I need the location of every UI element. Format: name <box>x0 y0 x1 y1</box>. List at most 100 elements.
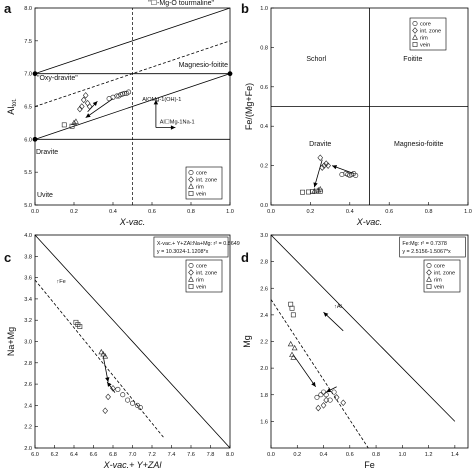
x-tick-label-c-8: 7.4 <box>168 452 176 458</box>
legend-box-c <box>185 259 223 293</box>
x-tick-label-d-4: 0.6 <box>346 452 354 458</box>
y-tick-label-b-3: 0.4 <box>260 124 268 130</box>
y-tick-label-c-5: 2.8 <box>24 361 32 367</box>
y-tick-label-a-6: 7.5 <box>24 39 32 45</box>
point-a-intzone-3 <box>80 96 87 104</box>
y-tick-label-c-8: 3.4 <box>24 297 32 303</box>
zone-label-b-dravite: Dravite <box>309 141 331 148</box>
trend-arrow-d-1 <box>292 354 316 387</box>
point-c-core-1 <box>115 386 121 392</box>
vector-arrow-a-right-head <box>170 125 176 130</box>
panel-label-c: c <box>4 250 11 265</box>
y-tick-label-a-2: 5.5 <box>24 170 32 176</box>
fit-text-c-1: X-vac.+ Y+ZAl:Na+Mg: r² = 0.8649 <box>157 241 240 247</box>
trend-arrow-a-1-head <box>85 113 91 118</box>
point-b-core-7 <box>353 172 359 178</box>
x-tick-label-a-5: 0.8 <box>187 209 195 215</box>
point-d-intzone-2 <box>320 402 327 409</box>
legend-entry-a-1: core <box>196 171 207 177</box>
x-tick-label-b-5: 0.8 <box>425 209 433 215</box>
point-d-core-5 <box>327 397 333 403</box>
zone-label-a-dravite: Dravite <box>36 149 58 156</box>
point-a-intzone-6 <box>86 103 93 110</box>
x-tick-label-d-1: 0.0 <box>267 452 275 458</box>
point-d-intzone-4 <box>333 394 340 401</box>
point-d-intzone-5 <box>340 399 347 406</box>
x-tick-label-c-7: 7.2 <box>148 452 156 458</box>
y-tick-label-c-4: 2.6 <box>24 382 32 388</box>
point-c-intzone-2 <box>105 393 111 401</box>
x-tick-label-b-3: 0.4 <box>346 209 354 215</box>
point-c-intzone-1 <box>102 407 108 414</box>
x-tick-label-a-4: 0.6 <box>148 209 156 215</box>
legend-marker-c-2 <box>188 269 194 276</box>
trend-arrow-c-1-head <box>105 377 110 382</box>
legend-entry-a-4: vein <box>196 192 206 198</box>
legend-marker-b-3 <box>412 34 418 40</box>
point-a-vein-1 <box>61 122 67 128</box>
x-tick-label-c-6: 7.0 <box>129 452 137 458</box>
point-c-rim-2 <box>100 351 107 357</box>
trend-arrow-b-2 <box>313 159 323 188</box>
x-tick-label-c-10: 7.8 <box>207 452 215 458</box>
point-d-rim-2 <box>289 351 295 357</box>
x-axis-label-a: X-vac. <box>119 217 146 227</box>
panel-label-a: a <box>4 1 12 16</box>
x-tick-label-c-4: 6.6 <box>90 452 98 458</box>
annotation-a-1: AlOMg-1(OH)-1 <box>142 97 181 103</box>
point-d-core-2 <box>318 392 324 398</box>
legend-box-a <box>185 166 223 200</box>
zone-label-a-uvite: Uvite <box>37 192 53 199</box>
legend-box-b <box>409 17 447 51</box>
y-tick-label-c-3: 2.4 <box>24 403 32 409</box>
legend-marker-d-3 <box>426 276 432 282</box>
trend-arrow-a-2-head <box>92 101 98 107</box>
trend-arrow-a-1 <box>85 98 114 118</box>
point-c-vein-3 <box>77 324 83 329</box>
y-tick-label-d-1: 1.6 <box>260 419 268 425</box>
point-c-core-4 <box>130 400 136 406</box>
trend-arrow-b-1-head <box>332 165 338 170</box>
x-tick-label-d-8: 1.4 <box>451 452 459 458</box>
y-tick-label-b-2: 0.2 <box>260 164 268 170</box>
legend-marker-c-4 <box>188 284 194 289</box>
x-tick-label-d-2: 0.2 <box>293 452 301 458</box>
trend-arrow-d-1-head <box>311 381 316 387</box>
x-tick-label-c-2: 6.2 <box>51 452 59 458</box>
y-tick-label-d-8: 3.0 <box>260 233 268 239</box>
legend-entry-d-1: core <box>434 264 445 270</box>
point-d-intzone-3 <box>323 396 329 404</box>
boundary-a-top <box>34 7 231 75</box>
top-label-a: "☐-Mg-O tourmaline" <box>148 0 214 7</box>
point-d-core-1 <box>314 394 320 400</box>
zone-label-a-magfoitite: Magnesio-foitite <box>179 62 229 69</box>
legend-entry-c-2: int. zone <box>196 271 217 277</box>
point-c-rim-1 <box>98 348 105 355</box>
x-tick-label-b-4: 0.6 <box>385 209 393 215</box>
point-b-intzone-1 <box>317 154 324 161</box>
legend-entry-d-3: rim <box>434 278 442 284</box>
endmember-a-dravite <box>32 136 38 142</box>
annotation-a-2: Al☐Mg-1Na-1 <box>160 119 195 126</box>
zone-label-b-magfoitite: Magnesio-foitite <box>394 141 444 148</box>
y-tick-label-b-1: 0.0 <box>260 203 268 209</box>
trend-arrow-d-al <box>323 311 344 332</box>
y-tick-label-a-7: 8.0 <box>24 6 32 12</box>
y-tick-label-b-5: 0.8 <box>260 45 268 51</box>
point-a-vein-2 <box>69 123 75 129</box>
point-d-core-3 <box>321 389 327 395</box>
x-tick-label-c-9: 7.6 <box>187 452 195 458</box>
legend-entry-b-3: rim <box>420 36 428 42</box>
point-b-vein-1 <box>300 189 305 195</box>
point-b-intzone-5 <box>325 162 331 169</box>
x-tick-label-b-6: 1.0 <box>464 209 472 215</box>
x-tick-label-d-3: 0.4 <box>320 452 328 458</box>
fit-text-d-2: y = 2.5156-1.5067*x <box>402 249 451 255</box>
legend-entry-c-1: core <box>196 264 207 270</box>
x-tick-label-b-1: 0.0 <box>267 209 275 215</box>
legend-entry-b-4: vein <box>420 43 430 49</box>
legend-marker-d-2 <box>426 269 432 276</box>
y-tick-label-c-2: 2.2 <box>24 425 32 431</box>
x-tick-label-a-6: 1.0 <box>226 209 234 215</box>
x-tick-label-a-3: 0.4 <box>109 209 117 215</box>
